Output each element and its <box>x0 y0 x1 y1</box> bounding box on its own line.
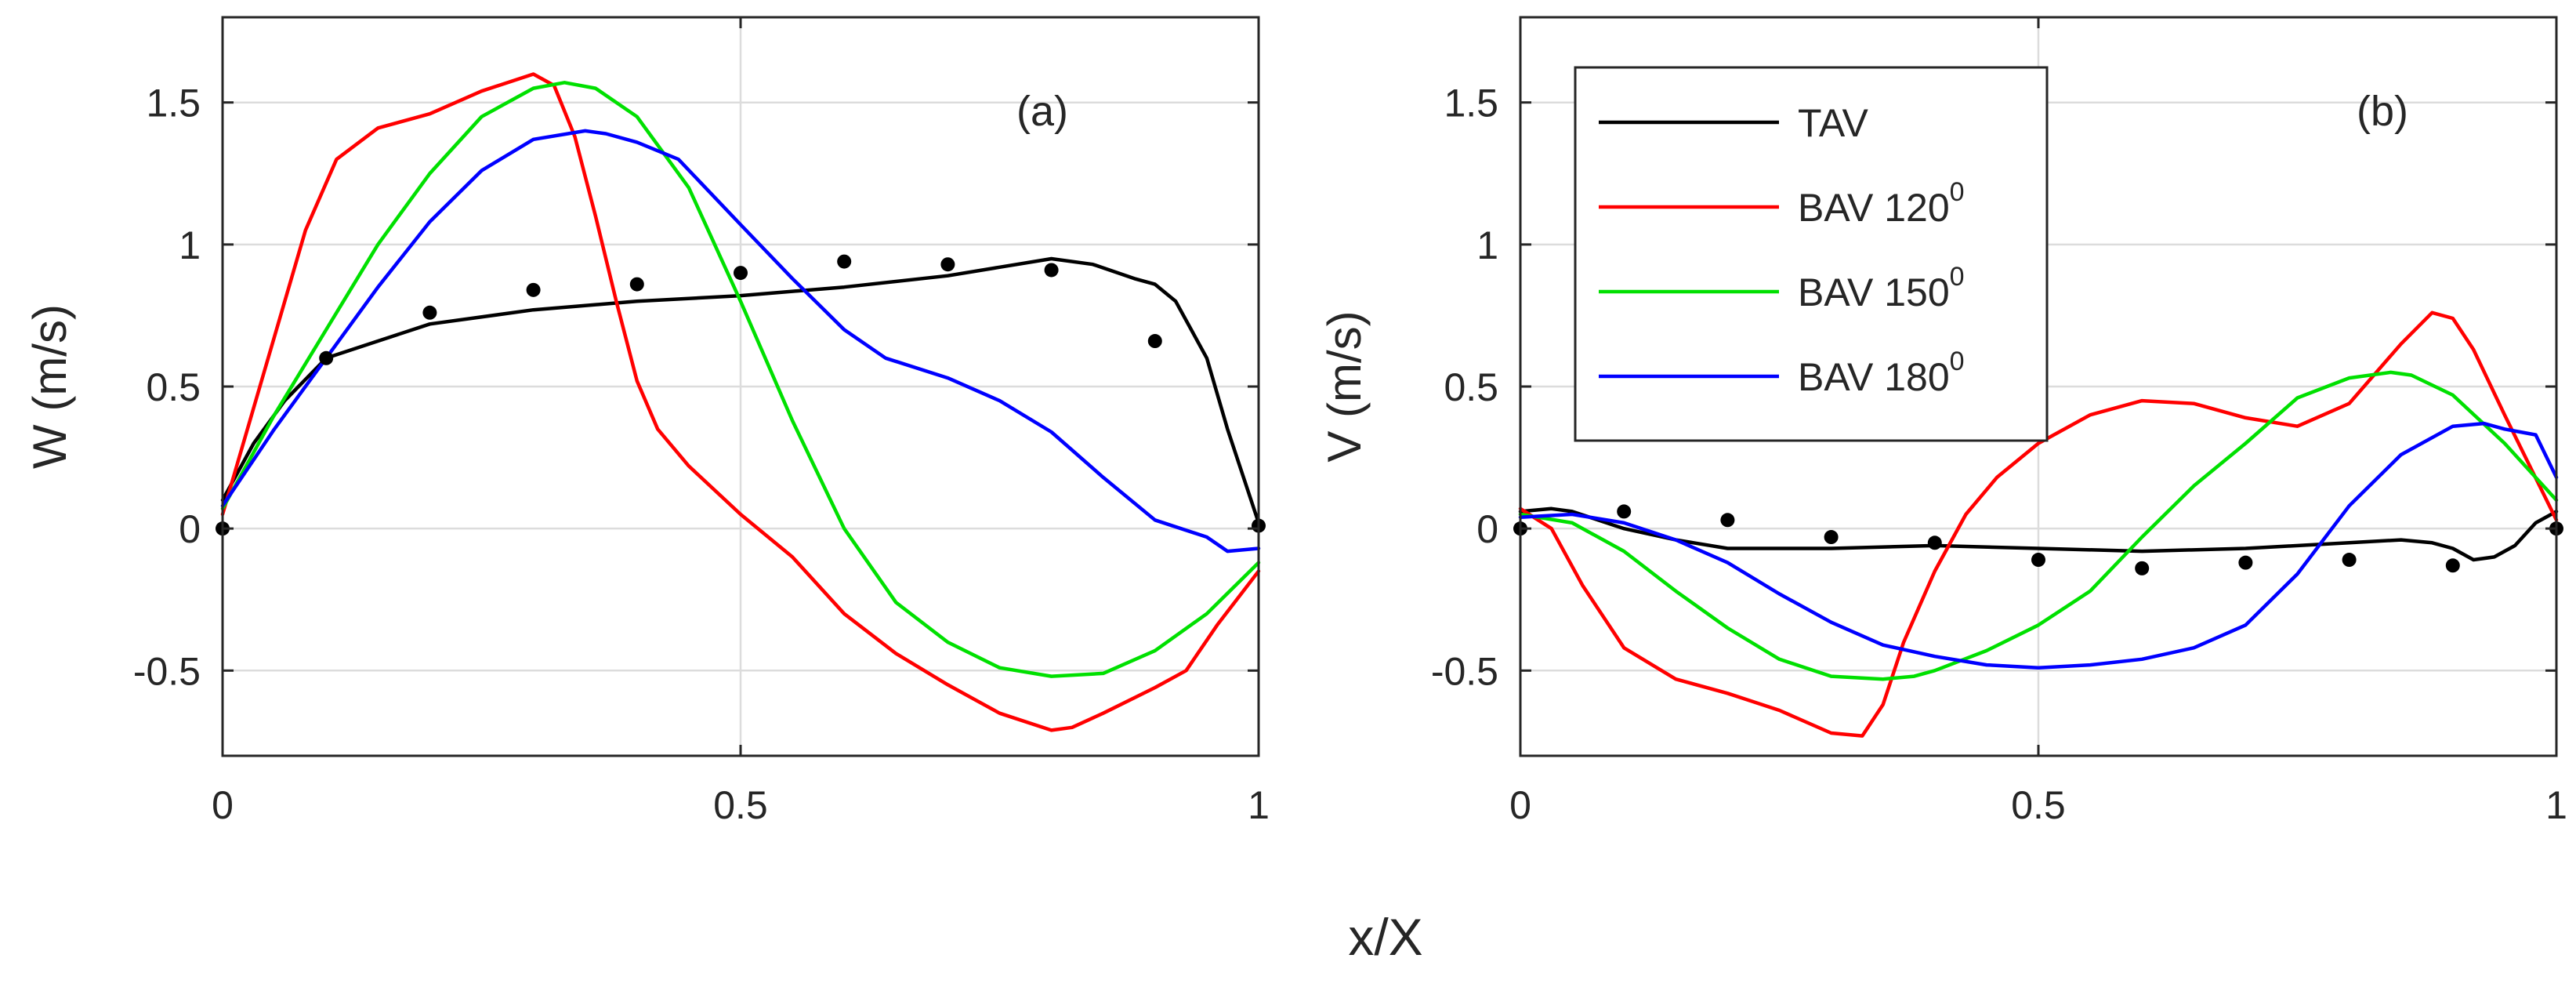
data-point-marker <box>734 266 748 281</box>
series-line-bav-150 <box>1518 370 2559 681</box>
data-point-marker <box>422 305 437 320</box>
data-point-marker <box>940 257 955 272</box>
y-tick-label: 0.5 <box>146 365 201 409</box>
series-line-tav <box>220 256 1261 525</box>
data-point-marker <box>1044 263 1059 278</box>
series-line-tav <box>1518 506 2559 562</box>
data-point-marker <box>2342 553 2357 568</box>
data-point-marker <box>1824 530 1839 545</box>
legend-text: BAV 180 <box>1798 355 1950 399</box>
x-tick-label: 0 <box>212 783 234 827</box>
data-point-marker <box>2238 555 2253 570</box>
legend-text: BAV 120 <box>1798 186 1950 230</box>
y-tick-label: 0 <box>1476 507 1498 551</box>
legend-superscript: 0 <box>1950 347 1965 376</box>
y-tick-label: 0 <box>179 507 201 551</box>
data-point-marker <box>1720 513 1735 528</box>
y-tick-label: 1 <box>179 223 201 267</box>
data-point-marker <box>1147 334 1162 349</box>
x-tick-label: 1 <box>1248 783 1270 827</box>
legend-label-bav-150: BAV 1500 <box>1798 262 1965 314</box>
data-point-marker <box>2031 553 2045 568</box>
y-axis-label: W (m/s) <box>24 304 76 469</box>
y-tick-label: 1.5 <box>1444 82 1498 125</box>
data-point-marker <box>526 282 541 297</box>
legend-label-bav-180: BAV 1800 <box>1798 347 1965 399</box>
series-line-bav-180 <box>1518 421 2559 670</box>
legend-superscript: 0 <box>1950 262 1965 292</box>
data-point-marker <box>319 350 334 365</box>
data-point-marker <box>2445 558 2460 573</box>
x-tick-label: 1 <box>2545 783 2567 827</box>
data-point-marker <box>1927 535 1942 550</box>
legend-label-tav: TAV <box>1798 101 1868 145</box>
x-tick-label: 0 <box>1509 783 1531 827</box>
x-tick-label: 0.5 <box>2011 783 2066 827</box>
panel-a-plot: 0 0.5 1 -0.5 0 0.5 1 1.5 W (m/s) (a) <box>24 16 1270 827</box>
y-tick-label: -0.5 <box>133 649 201 693</box>
series-line-bav-150 <box>220 81 1261 678</box>
legend-superscript: 0 <box>1950 177 1965 207</box>
panel-label: (b) <box>2357 88 2408 135</box>
legend-box <box>1574 66 2049 442</box>
legend-text: TAV <box>1798 101 1868 145</box>
y-tick-label: 1 <box>1476 223 1498 267</box>
data-point-marker <box>837 254 852 269</box>
data-point-marker <box>629 277 644 292</box>
y-tick-label: 0.5 <box>1444 365 1498 409</box>
y-tick-label: 1.5 <box>146 82 201 125</box>
series-line-bav-180 <box>220 129 1261 554</box>
legend-label-bav-120: BAV 1200 <box>1798 177 1965 230</box>
data-point-marker <box>2135 561 2150 575</box>
x-tick-label: 0.5 <box>713 783 768 827</box>
series-line-bav-120 <box>1518 310 2559 738</box>
y-tick-label: -0.5 <box>1431 649 1498 693</box>
legend-text: BAV 150 <box>1798 270 1950 314</box>
data-point-marker <box>1617 504 1632 519</box>
panel-label: (a) <box>1016 88 1068 135</box>
series-line-bav-120 <box>220 72 1261 732</box>
shared-x-axis-label: x/X <box>1348 908 1422 966</box>
y-axis-label: V (m/s) <box>1318 310 1371 462</box>
